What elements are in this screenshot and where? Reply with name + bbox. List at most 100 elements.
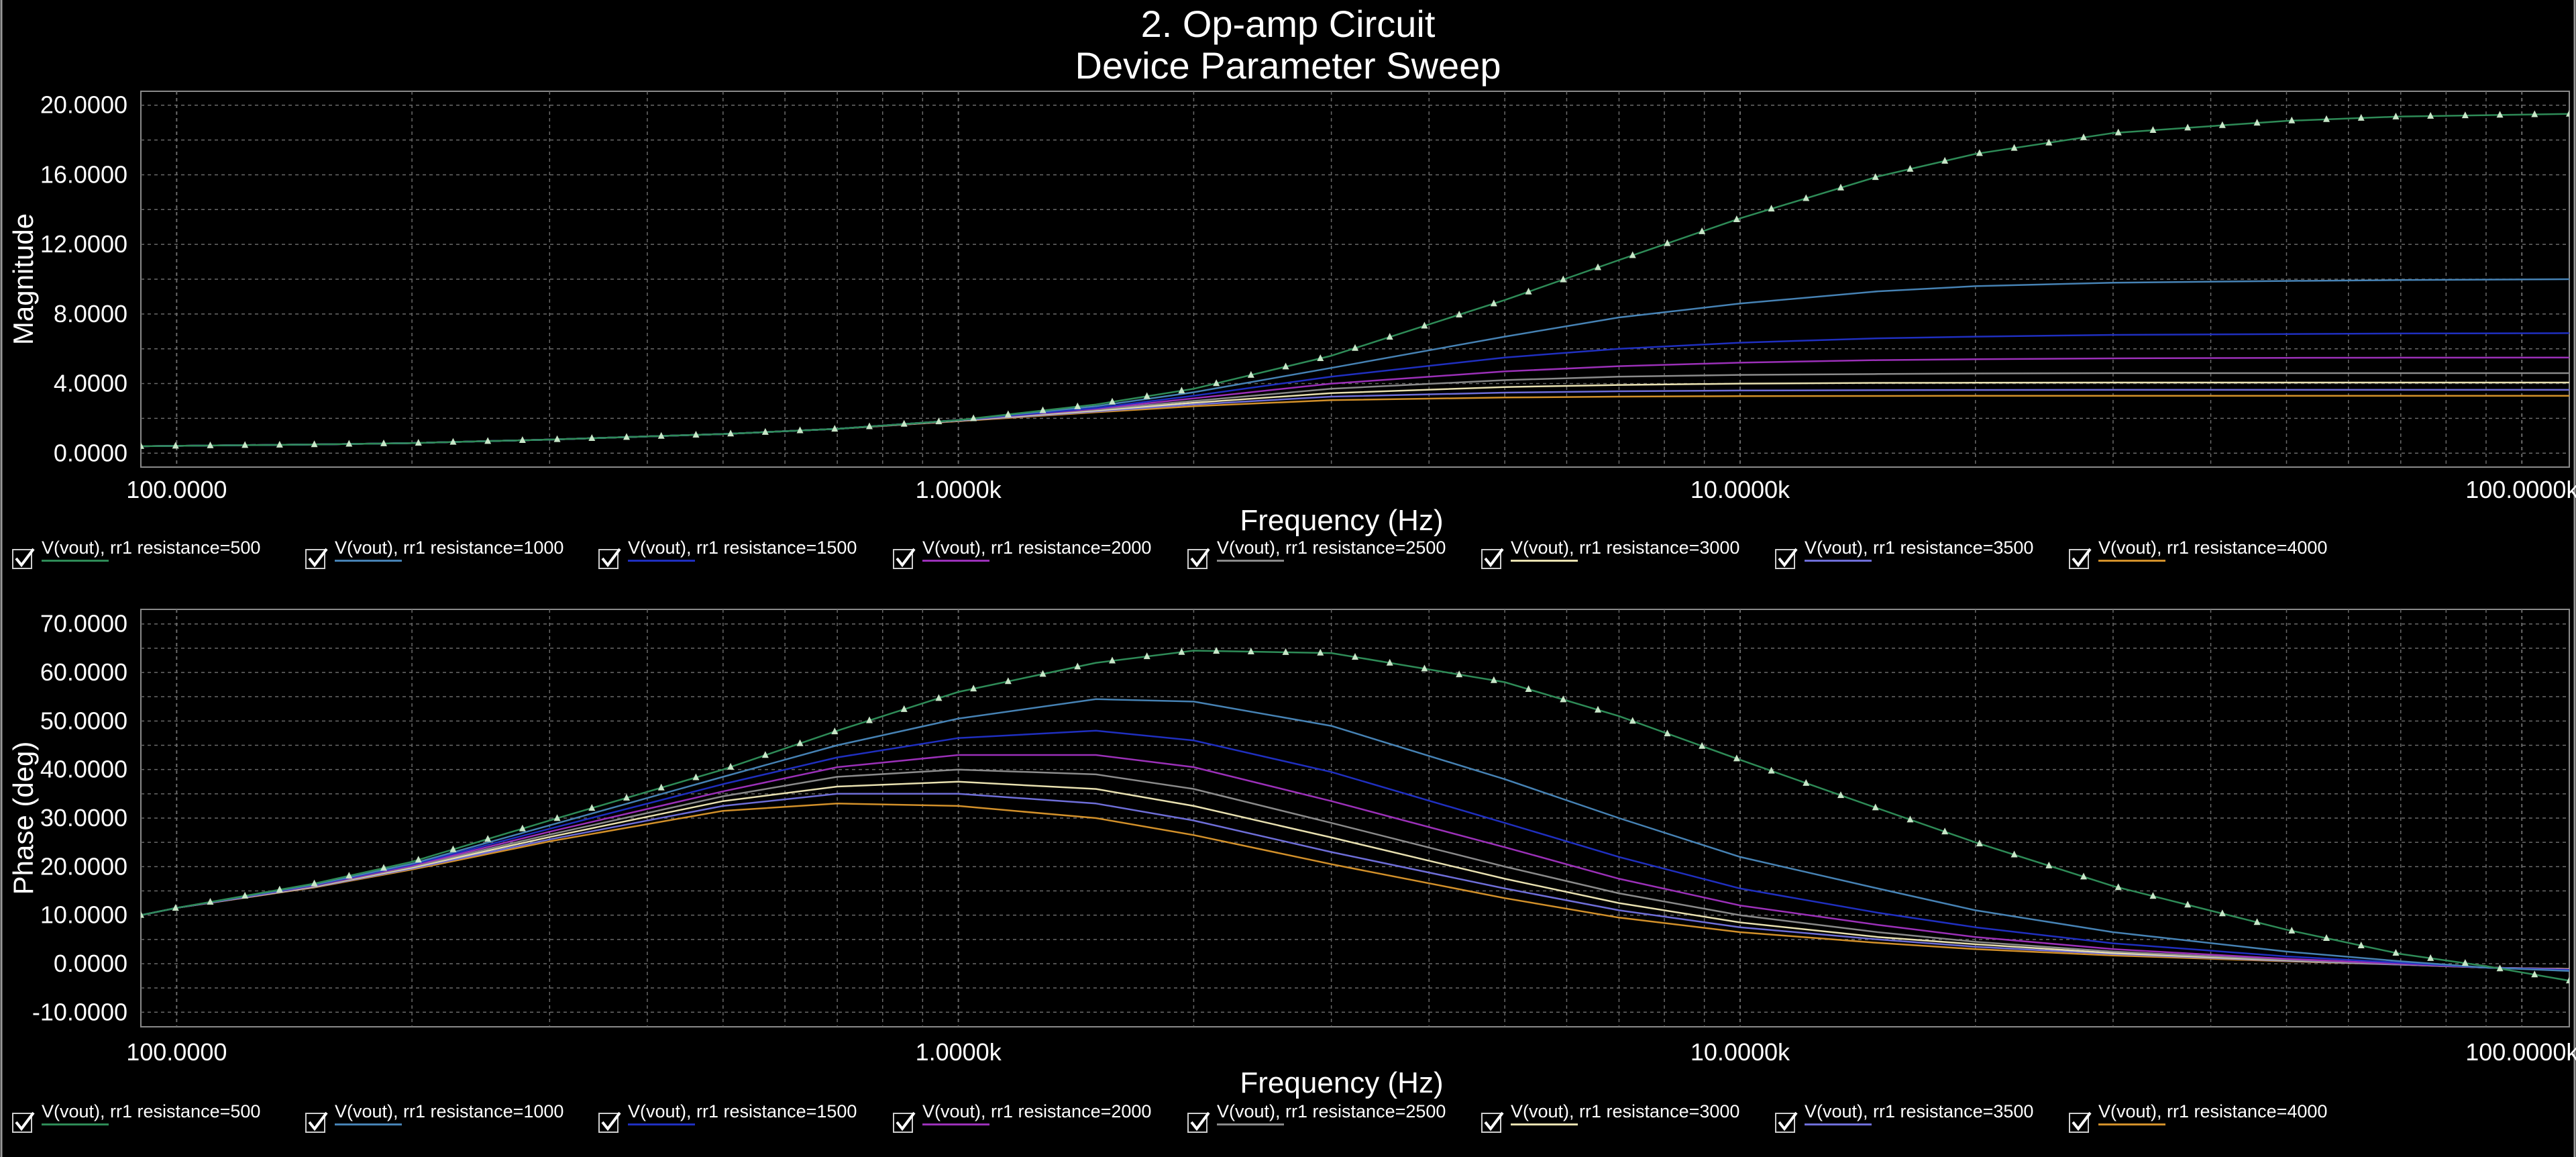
mag-legend-item-3[interactable]: V(vout), rr1 resistance=1500	[598, 536, 880, 576]
phase-legend-item-3[interactable]: V(vout), rr1 resistance=1500	[598, 1099, 880, 1140]
phase-chart[interactable]: -10.0000 0.0000 10.0000 20.0000 30.0000 40.00…	[7, 609, 2576, 1099]
checkbox-checked-icon[interactable]	[598, 548, 621, 569]
phase-legend-item-1[interactable]: V(vout), rr1 resistance=500	[12, 1099, 294, 1140]
phase-marker	[207, 897, 214, 905]
mag-marker	[866, 422, 873, 430]
checkbox-checked-icon[interactable]	[1187, 548, 1210, 569]
checkbox-checked-icon[interactable]	[305, 1111, 328, 1133]
legend-label: V(vout), rr1 resistance=2500	[1217, 538, 1446, 558]
phase-legend-item-2[interactable]: V(vout), rr1 resistance=1000	[305, 1099, 587, 1140]
mag-y-axis-label: Magnitude	[7, 213, 39, 345]
phase-marker	[2392, 948, 2400, 956]
mag-marker	[1178, 387, 1185, 394]
phase-series-line-5[interactable]	[141, 768, 2569, 970]
checkbox-checked-icon[interactable]	[1481, 1111, 1504, 1133]
phase-legend-item-7[interactable]: V(vout), rr1 resistance=3500	[1775, 1099, 2057, 1140]
phase-marker	[2566, 976, 2569, 984]
phase-series-line-2[interactable]	[141, 698, 2569, 972]
mag-y-tick-label: 16.0000	[40, 160, 127, 188]
checkbox-checked-icon[interactable]	[1187, 1111, 1210, 1133]
legend-label: V(vout), rr1 resistance=1500	[628, 1101, 857, 1121]
phase-marker	[657, 783, 665, 791]
mag-marker	[1109, 397, 1116, 405]
mag-marker	[727, 430, 735, 437]
mag-marker	[1907, 164, 1914, 172]
phase-marker	[2427, 954, 2434, 961]
mag-marker	[2288, 116, 2296, 123]
phase-marker	[2496, 964, 2504, 972]
mag-legend-item-5[interactable]: V(vout), rr1 resistance=2500	[1187, 536, 1469, 576]
phase-series-line-3[interactable]	[141, 730, 2569, 971]
legend-label: V(vout), rr1 resistance=3000	[1511, 1101, 1740, 1121]
mag-marker	[484, 437, 492, 444]
mag-marker	[2357, 113, 2365, 121]
phase-y-tick-label: 50.0000	[40, 707, 127, 734]
mag-marker	[900, 419, 908, 427]
mag-marker	[1803, 194, 1810, 201]
checkbox-checked-icon[interactable]	[2069, 548, 2092, 569]
phase-series-line-4[interactable]	[141, 754, 2569, 970]
checkbox-checked-icon[interactable]	[12, 548, 35, 569]
phase-marker	[588, 804, 596, 811]
checkbox-checked-icon[interactable]	[598, 1111, 621, 1133]
mag-legend-item-2[interactable]: V(vout), rr1 resistance=1000	[305, 536, 587, 576]
phase-marker	[1074, 662, 1081, 670]
phase-marker	[1247, 647, 1254, 654]
phase-marker	[1560, 695, 1567, 703]
legend-swatch	[2098, 560, 2165, 562]
checkbox-checked-icon[interactable]	[1481, 548, 1504, 569]
mag-marker	[2010, 144, 2018, 151]
phase-y-tick-label: -10.0000	[32, 998, 127, 1025]
checkbox-checked-icon[interactable]	[1775, 1111, 1798, 1133]
phase-marker	[1317, 648, 1324, 656]
phase-marker	[1629, 717, 1636, 724]
mag-marker	[935, 417, 943, 425]
phase-marker	[1595, 705, 1601, 713]
mag-y-tick-label: 20.0000	[40, 91, 127, 119]
phase-marker	[1004, 677, 1012, 685]
checkbox-checked-icon[interactable]	[893, 548, 916, 569]
phase-marker	[141, 911, 144, 918]
phase-series-line-8[interactable]	[141, 803, 2569, 970]
legend-swatch	[1511, 1123, 1578, 1125]
phase-legend-item-4[interactable]: V(vout), rr1 resistance=2000	[893, 1099, 1175, 1140]
magnitude-legend: V(vout), rr1 resistance=500 V(vout), rr1 …	[0, 536, 2576, 576]
phase-marker	[1872, 803, 1879, 811]
mag-marker	[1629, 251, 1636, 258]
chart-title: 2. Op-amp Circuit	[1140, 3, 1436, 45]
phase-legend-item-8[interactable]: V(vout), rr1 resistance=4000	[2069, 1099, 2351, 1140]
phase-y-tick-label: 60.0000	[40, 658, 127, 686]
mag-legend-item-4[interactable]: V(vout), rr1 resistance=2000	[893, 536, 1175, 576]
mag-legend-item-8[interactable]: V(vout), rr1 resistance=4000	[2069, 536, 2351, 576]
phase-legend-item-5[interactable]: V(vout), rr1 resistance=2500	[1187, 1099, 1469, 1140]
mag-marker	[1490, 299, 1497, 307]
mag-series-1-markers	[141, 109, 2569, 449]
mag-marker	[1456, 310, 1463, 317]
checkbox-checked-icon[interactable]	[1775, 548, 1798, 569]
mag-legend-item-1[interactable]: V(vout), rr1 resistance=500	[12, 536, 294, 576]
mag-legend-item-7[interactable]: V(vout), rr1 resistance=3500	[1775, 536, 2057, 576]
checkbox-checked-icon[interactable]	[893, 1111, 916, 1133]
phase-marker	[1803, 778, 1810, 786]
mag-marker	[1074, 402, 1081, 409]
phase-legend-item-6[interactable]: V(vout), rr1 resistance=3000	[1481, 1099, 1763, 1140]
mag-legend-item-6[interactable]: V(vout), rr1 resistance=3000	[1481, 536, 1763, 576]
mag-marker	[1247, 370, 1254, 378]
checkbox-checked-icon[interactable]	[2069, 1111, 2092, 1133]
legend-label: V(vout), rr1 resistance=1500	[628, 538, 857, 558]
checkbox-checked-icon[interactable]	[305, 548, 328, 569]
phase-grid	[141, 609, 2569, 1027]
phase-marker	[1699, 742, 1706, 749]
phase-marker	[1768, 766, 1775, 774]
mag-marker	[1976, 149, 1983, 156]
phase-y-tick-label: 70.0000	[40, 610, 127, 638]
phase-marker	[172, 904, 179, 911]
phase-marker	[970, 685, 977, 692]
mag-x-axis-label: Frequency (Hz)	[1240, 504, 1443, 537]
phase-marker	[1421, 664, 1428, 672]
phase-series-line-1[interactable]	[141, 650, 2569, 982]
mag-series-line-1[interactable]	[141, 113, 2569, 448]
mag-marker	[657, 432, 665, 439]
checkbox-checked-icon[interactable]	[12, 1111, 35, 1133]
magnitude-chart[interactable]: 0.0000 4.0000 8.0000 12.0000 16.0000 20.0000 1…	[7, 91, 2576, 537]
